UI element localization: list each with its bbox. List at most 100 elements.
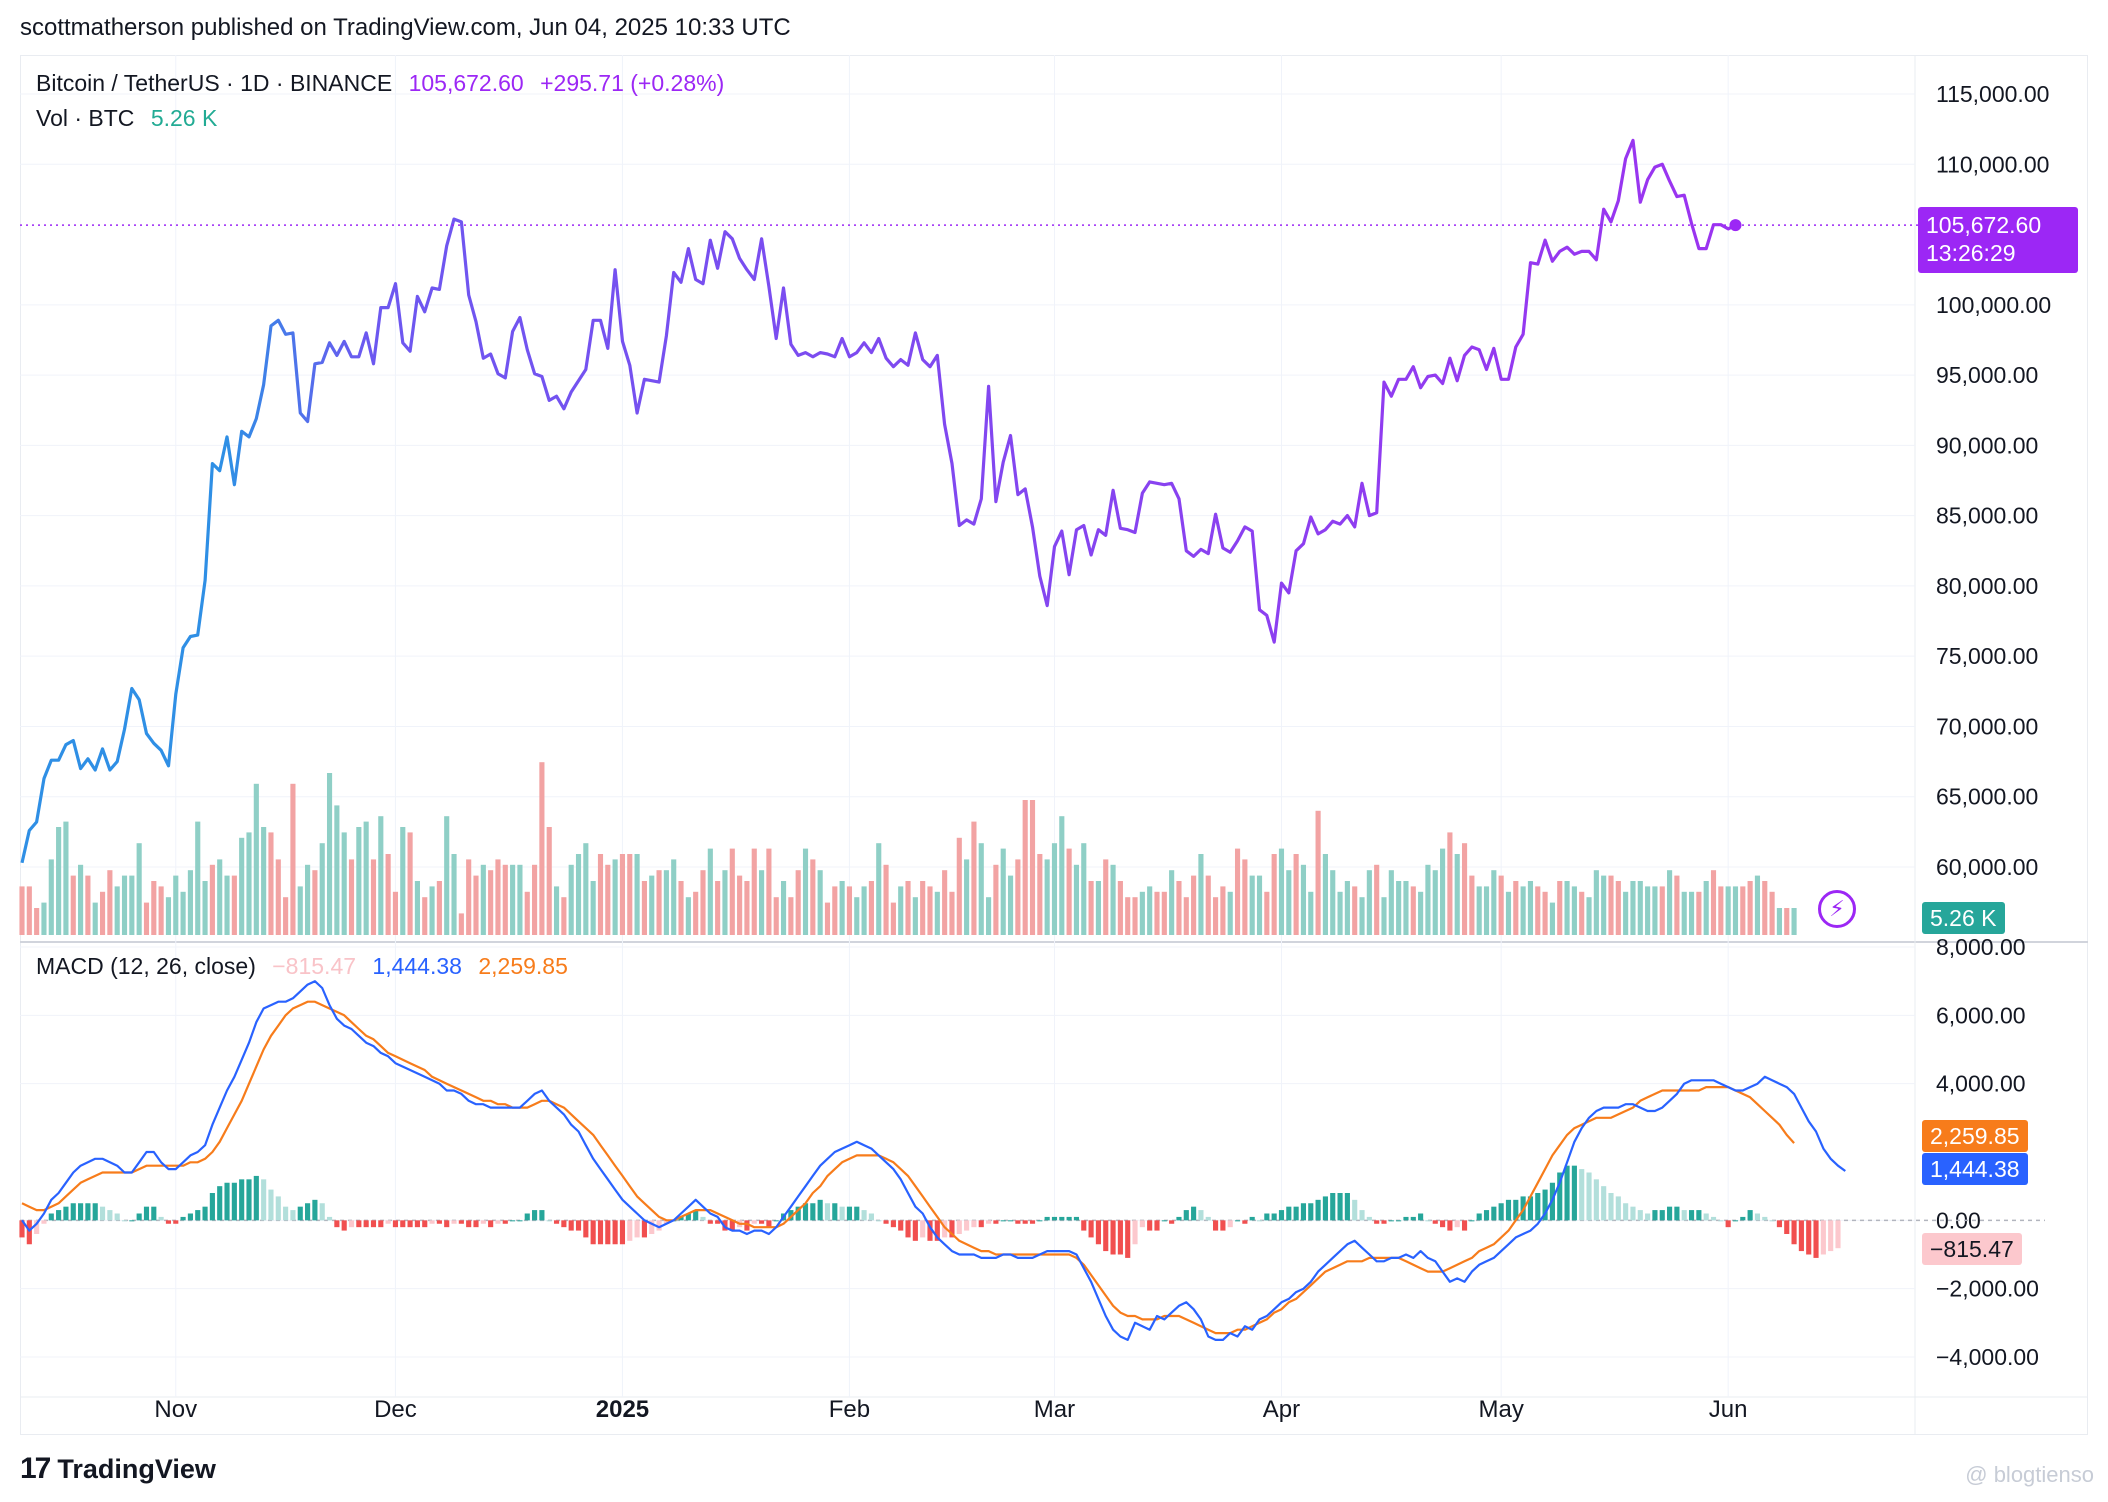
- volume-bar: [1051, 843, 1058, 935]
- macd-histogram-bar: [1740, 1216, 1746, 1221]
- volume-bar: [912, 897, 918, 935]
- macd-histogram-bar: [1007, 1220, 1014, 1222]
- macd-histogram-bar: [1513, 1199, 1519, 1221]
- macd-histogram-bar: [693, 1210, 699, 1221]
- volume-bar: [158, 886, 164, 935]
- volume-bar: [1535, 886, 1541, 935]
- macd-histogram-bar: [1088, 1220, 1094, 1238]
- macd-histogram-bar: [1381, 1220, 1387, 1224]
- volume-bar: [707, 848, 713, 935]
- macd-histogram-bar: [1037, 1220, 1043, 1222]
- footer-brand[interactable]: 17 TradingView: [20, 1452, 216, 1486]
- time-tick-label: Jun: [1709, 1396, 1748, 1423]
- macd-histogram-bar: [861, 1210, 867, 1221]
- volume-bar: [663, 870, 669, 935]
- macd-histogram-bar: [964, 1220, 970, 1231]
- volume-bar: [246, 832, 252, 935]
- volume-bar: [261, 827, 267, 935]
- macd-histogram-bar: [1029, 1220, 1036, 1224]
- volume-bar: [993, 864, 999, 935]
- volume-bar: [1688, 891, 1695, 935]
- macd-histogram-bar: [678, 1216, 684, 1221]
- volume-title[interactable]: Vol · BTC: [36, 105, 135, 131]
- volume-bar: [1300, 864, 1307, 935]
- macd-histogram-bar: [619, 1220, 626, 1245]
- volume-bar: [553, 886, 560, 935]
- volume-bar: [209, 864, 215, 935]
- volume-bar: [1132, 897, 1138, 935]
- macd-histogram-bar: [1308, 1203, 1314, 1221]
- time-tick-label: Dec: [374, 1396, 417, 1423]
- macd-histogram-bar: [158, 1216, 164, 1221]
- macd-histogram-bar: [1264, 1213, 1270, 1221]
- macd-histogram-bar: [1659, 1210, 1665, 1221]
- macd-histogram-bar: [1667, 1206, 1673, 1221]
- macd-histogram-bar: [1593, 1179, 1599, 1221]
- macd-histogram-bar: [1154, 1220, 1160, 1231]
- macd-histogram-bar: [1571, 1165, 1577, 1221]
- volume-bar: [583, 843, 589, 935]
- macd-histogram-bar: [1806, 1220, 1812, 1255]
- price-tick-label: 65,000.00: [1936, 784, 2038, 810]
- volume-bar: [1256, 875, 1263, 935]
- macd-histogram-bar: [912, 1220, 918, 1241]
- macd-histogram-bar: [546, 1220, 552, 1222]
- price-legend: Bitcoin / TetherUS · 1D · BINANCE 105,67…: [36, 70, 734, 97]
- volume-bar: [1571, 886, 1577, 935]
- macd-tick-label: −2,000.00: [1936, 1276, 2039, 1302]
- macd-histogram-bar: [802, 1203, 809, 1221]
- volume-bar: [480, 864, 486, 935]
- macd-histogram-bar: [729, 1220, 735, 1231]
- macd-histogram-bar: [1374, 1220, 1380, 1224]
- publisher-line: scottmatherson published on TradingView.…: [20, 14, 791, 41]
- volume-bar: [1579, 891, 1585, 935]
- price-tick-label: 95,000.00: [1936, 362, 2038, 388]
- volume-bar: [121, 875, 128, 935]
- macd-histogram-bar: [795, 1206, 801, 1221]
- macd-histogram-bar: [1322, 1196, 1328, 1221]
- macd-histogram-bar: [839, 1206, 845, 1221]
- macd-histogram-bar: [1725, 1220, 1731, 1228]
- macd-histogram-bar: [488, 1220, 494, 1228]
- volume-bar: [26, 886, 32, 935]
- macd-histogram-bar: [1147, 1220, 1153, 1231]
- macd-histogram-bar: [539, 1210, 545, 1221]
- macd-histogram-bar: [1601, 1186, 1607, 1221]
- macd-histogram-bar: [883, 1220, 889, 1224]
- volume-bar: [532, 864, 538, 935]
- macd-histogram-bar: [1051, 1216, 1058, 1221]
- macd-histogram-bar: [1059, 1216, 1065, 1221]
- macd-histogram-bar: [209, 1193, 215, 1221]
- volume-bar: [312, 870, 318, 935]
- volume-bar: [1623, 891, 1629, 935]
- tradingview-logo-icon: 17: [20, 1452, 51, 1485]
- volume-bar: [846, 886, 853, 935]
- macd-histogram-bar: [1256, 1220, 1263, 1222]
- macd-histogram-bar: [1469, 1220, 1475, 1222]
- volume-bar: [1725, 886, 1731, 935]
- macd-histogram-bar: [392, 1220, 399, 1228]
- macd-histogram-bar: [1454, 1220, 1460, 1228]
- volume-bar: [319, 843, 325, 935]
- macd-histogram-bar: [348, 1220, 355, 1228]
- time-tick-label: May: [1478, 1396, 1523, 1423]
- last-price-label: 105,672.60: [408, 70, 524, 96]
- macd-histogram-bar: [553, 1220, 560, 1224]
- volume-bar: [1784, 908, 1790, 935]
- volume-bar: [341, 832, 347, 935]
- price-tick-label: 70,000.00: [1936, 713, 2038, 739]
- macd-histogram-bar: [517, 1220, 523, 1222]
- volume-bar: [766, 848, 772, 935]
- lightning-button[interactable]: ⚡: [1818, 890, 1856, 928]
- volume-bar: [1337, 891, 1343, 935]
- price-change-label: +295.71 (+0.28%): [540, 70, 725, 96]
- macd-histogram-bar: [326, 1216, 333, 1221]
- macd-histogram-bar: [1564, 1165, 1570, 1221]
- countdown-value: 13:26:29: [1926, 240, 2016, 266]
- volume-bar: [1183, 897, 1189, 935]
- price-line: [20, 138, 1737, 864]
- macd-title[interactable]: MACD (12, 26, close): [36, 953, 256, 979]
- volume-bar: [92, 902, 98, 935]
- symbol-label[interactable]: Bitcoin / TetherUS · 1D · BINANCE: [36, 70, 393, 96]
